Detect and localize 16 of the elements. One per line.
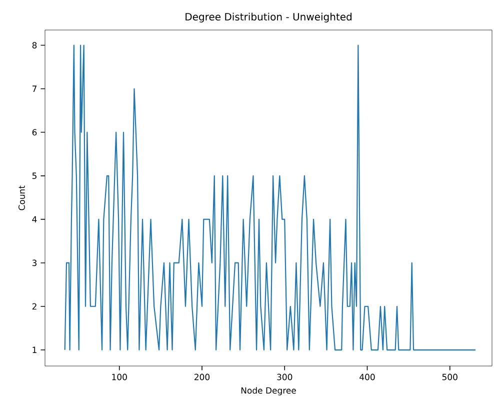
x-tick-label: 300 <box>277 374 292 380</box>
y-tick-label: 1 <box>32 346 36 353</box>
y-tick-label: 6 <box>32 129 37 136</box>
x-tick-label: 400 <box>360 374 375 380</box>
chart-title: Degree Distribution - Unweighted <box>186 12 352 22</box>
x-axis-title: Node Degree <box>241 387 296 396</box>
y-tick-label: 7 <box>32 86 36 92</box>
y-tick-label: 4 <box>32 216 37 222</box>
y-tick-label: 3 <box>32 260 37 266</box>
y-tick-label: 8 <box>32 42 37 48</box>
x-tick-label: 100 <box>112 374 127 380</box>
x-tick-label: 200 <box>194 374 210 380</box>
y-tick-label: 2 <box>32 303 36 310</box>
y-axis-title: Count <box>18 186 25 210</box>
x-tick-label: 500 <box>442 374 458 380</box>
y-tick-label: 5 <box>32 172 36 179</box>
